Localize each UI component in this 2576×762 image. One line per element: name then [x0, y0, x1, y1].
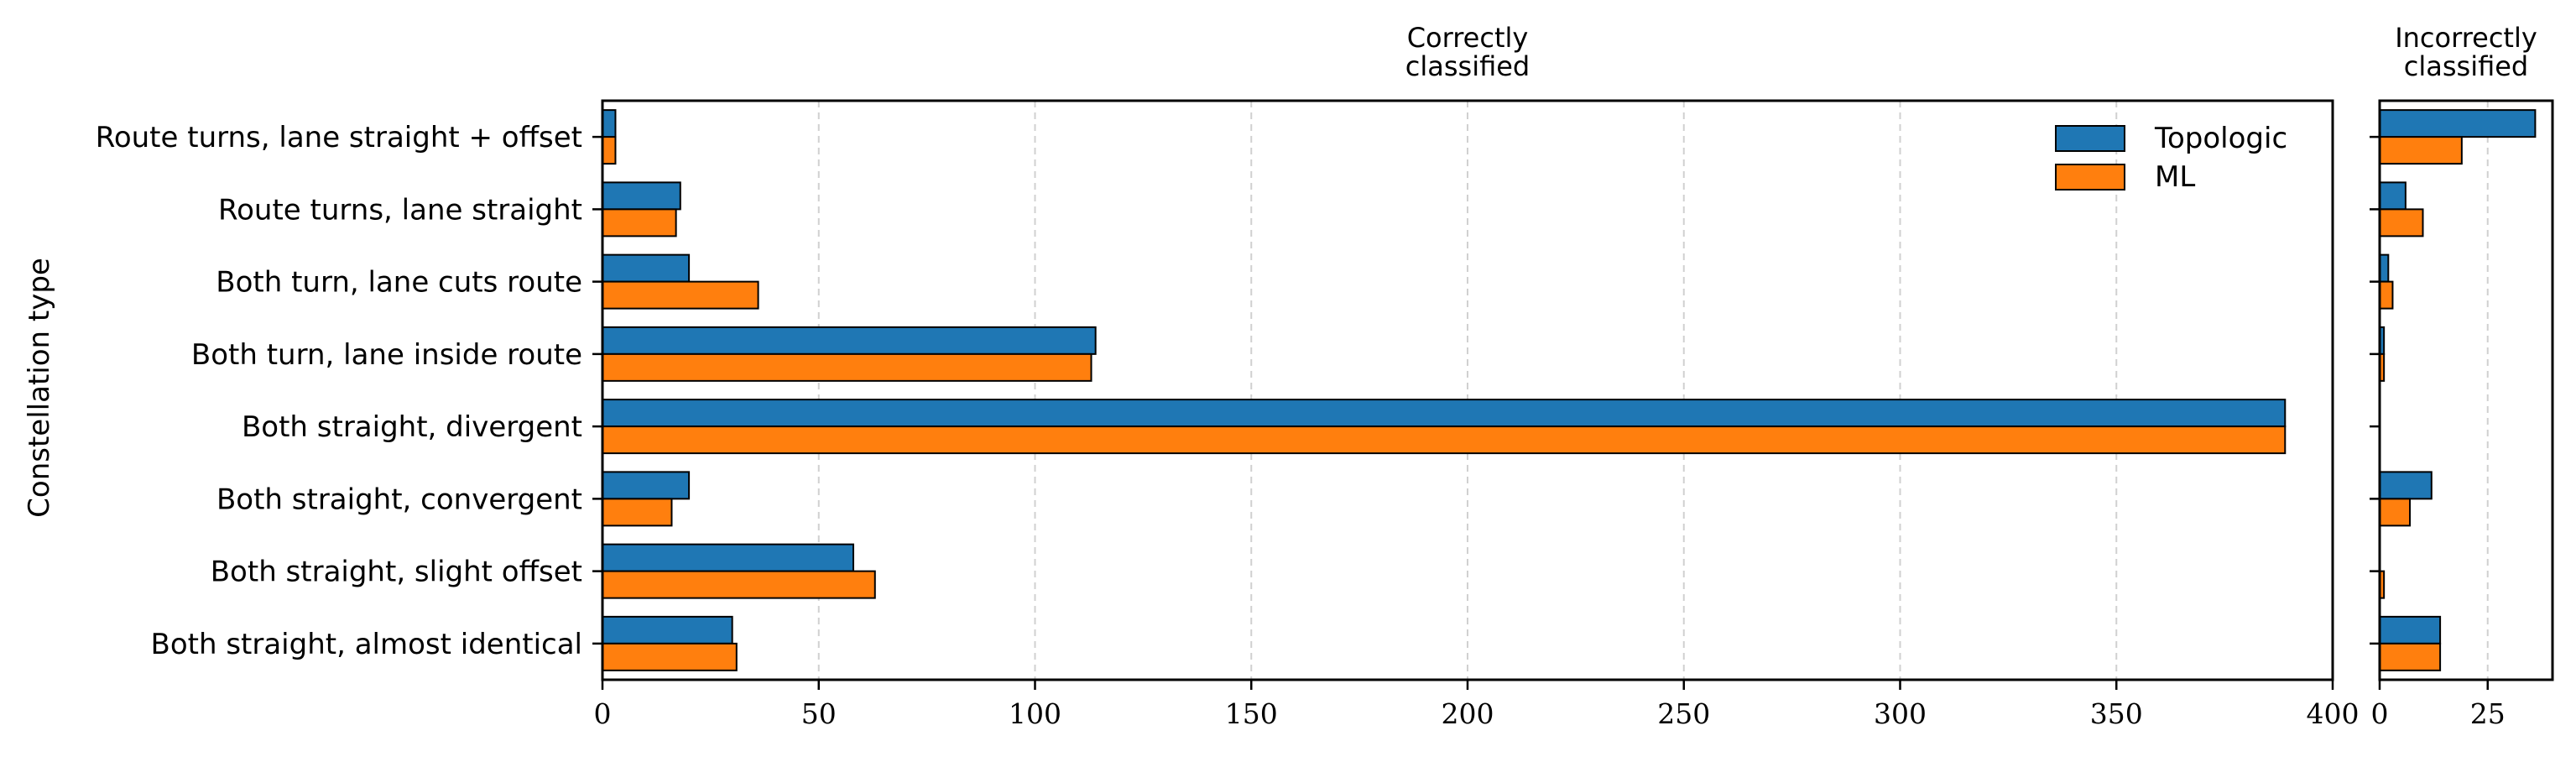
x-tick-label: 100 [1009, 697, 1061, 730]
bar-topologic-route-turns-lane-straight [602, 181, 681, 211]
plot-frame [601, 99, 2334, 681]
legend-label-topologic: Topologic [2154, 122, 2287, 155]
category-label: Both straight, convergent [216, 483, 582, 516]
bar-ml-both-turn-lane-cuts-route [602, 280, 759, 310]
legend-swatch-ml [2055, 164, 2125, 190]
category-label: Both straight, almost identical [151, 628, 583, 661]
bar-topologic-route-turns-lane-straight-offset [602, 109, 617, 138]
bar-topologic-both-straight-slight-offset [602, 543, 854, 572]
x-tick-label: 400 [2307, 697, 2360, 730]
bar-topologic-route-turns-lane-straight-offset [2379, 109, 2537, 138]
bar-ml-both-straight-almost-identical [2379, 642, 2442, 671]
bar-ml-both-turn-lane-inside-route [602, 352, 1092, 382]
bar-ml-both-turn-lane-cuts-route [2379, 280, 2394, 310]
bar-ml-both-straight-almost-identical [602, 642, 738, 671]
bar-topologic-both-turn-lane-inside-route [602, 326, 1097, 355]
panel-correctly-classified: Route turns, lane straight + offset Route… [96, 22, 2360, 730]
bar-topologic-both-turn-lane-cuts-route [2379, 253, 2390, 283]
bar-ml-both-straight-convergent [2379, 498, 2412, 527]
x-tick-label: 0 [2371, 697, 2389, 730]
bar-ml-route-turns-lane-straight-offset [2379, 136, 2463, 165]
bar-ml-both-straight-divergent [602, 425, 2287, 455]
legend: Topologic ML [2055, 122, 2287, 194]
category-label: Both turn, lane cuts route [216, 266, 582, 300]
category-label: Both straight, divergent [242, 410, 582, 444]
x-tick-label: 0 [594, 697, 612, 730]
x-tick-label: 200 [1442, 697, 1494, 730]
bar-topologic-both-straight-almost-identical [2379, 615, 2442, 645]
x-tick-label: 250 [1657, 697, 1710, 730]
y-axis-label: Constellation type [23, 258, 56, 518]
bar-ml-route-turns-lane-straight [602, 208, 677, 237]
plot-frame [2378, 99, 2554, 681]
bar-ml-route-turns-lane-straight [2379, 208, 2424, 237]
x-tick-label: 150 [1225, 697, 1278, 730]
bar-topologic-both-straight-convergent [602, 471, 691, 500]
bar-topologic-route-turns-lane-straight [2379, 181, 2407, 211]
chart-title-line: Correctly [1407, 22, 1529, 54]
bar-topologic-both-turn-lane-cuts-route [602, 253, 691, 283]
legend-swatch-topologic [2055, 125, 2125, 152]
category-label: Both straight, slight offset [211, 556, 582, 589]
bar-topologic-both-straight-convergent [2379, 471, 2433, 500]
bar-topologic-both-straight-divergent [602, 399, 2287, 428]
category-label: Both turn, lane inside route [191, 338, 582, 372]
bar-ml-both-straight-slight-offset [602, 570, 876, 599]
chart-title-line: classified [1405, 50, 1530, 82]
chart-title-line: Incorrectly [2395, 22, 2537, 54]
bar-ml-both-straight-convergent [602, 498, 673, 527]
category-label: Route turns, lane straight [218, 193, 582, 227]
bar-topologic-both-straight-almost-identical [602, 615, 733, 645]
chart-title-line: classified [2404, 50, 2528, 82]
legend-label-ml: ML [2155, 160, 2195, 194]
x-tick-label: 350 [2090, 697, 2143, 730]
x-tick-label: 50 [801, 697, 837, 730]
x-tick-label: 25 [2470, 697, 2506, 730]
x-tick-label: 300 [1874, 697, 1927, 730]
bar-ml-route-turns-lane-straight-offset [602, 136, 617, 165]
category-label: Route turns, lane straight + offset [96, 121, 582, 154]
